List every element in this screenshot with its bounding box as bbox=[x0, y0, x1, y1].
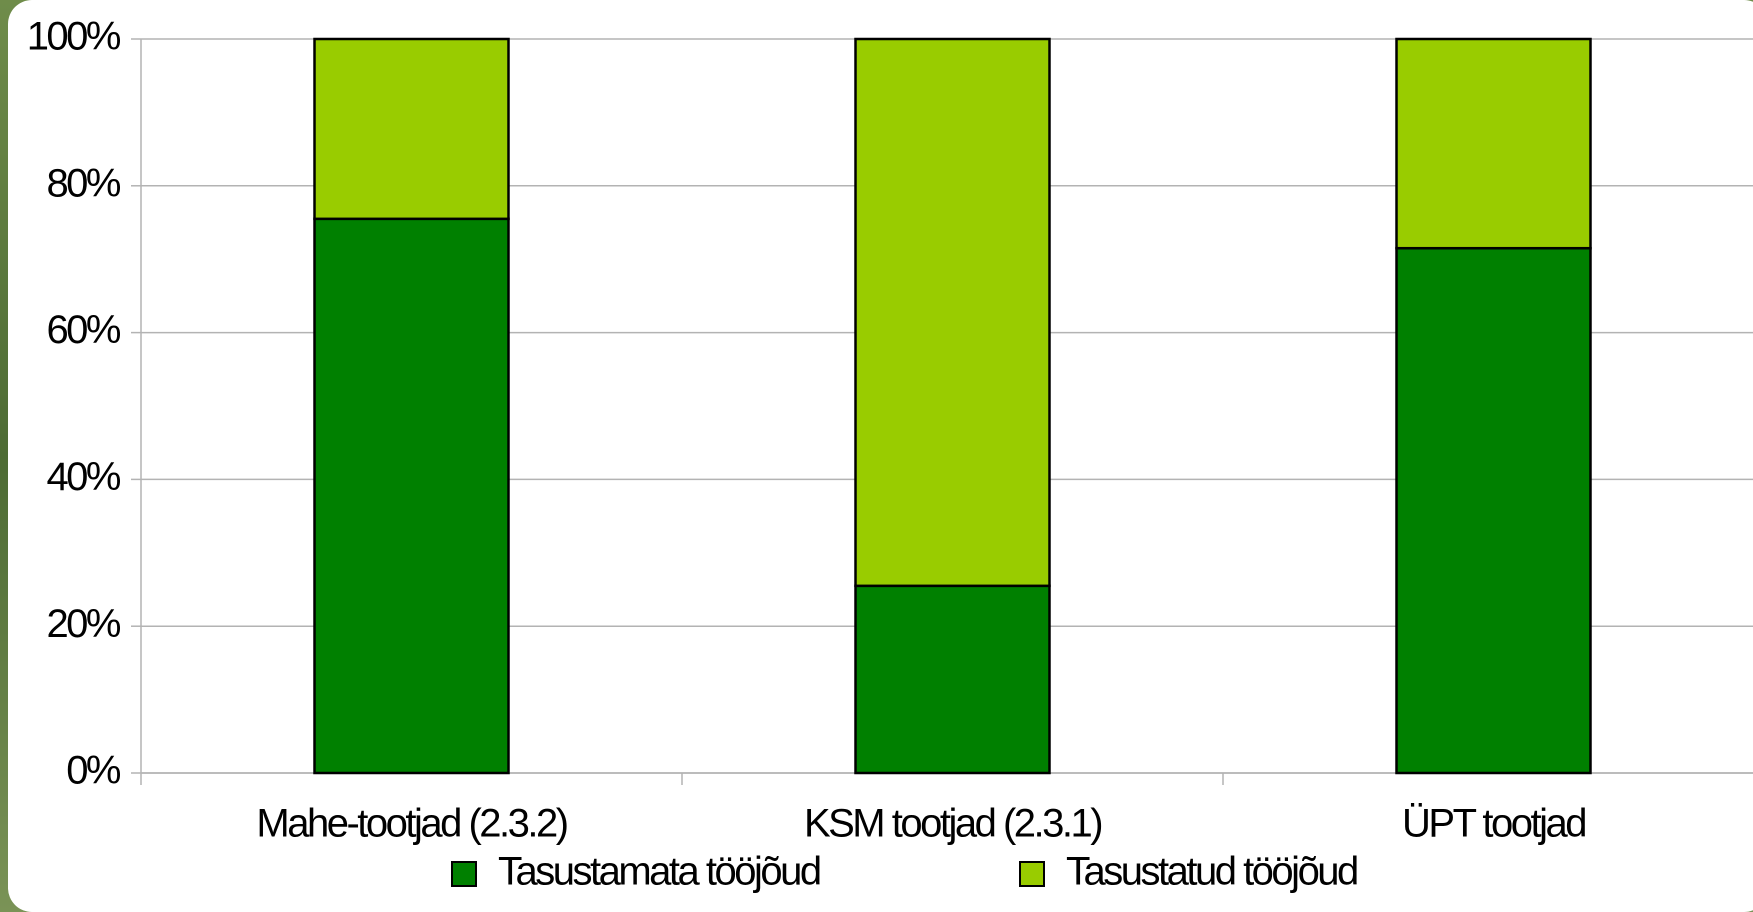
x-tick-label: ÜPT tootjad bbox=[1402, 802, 1585, 846]
x-tick-label: KSM tootjad (2.3.1) bbox=[804, 802, 1101, 846]
y-tick-label: 0% bbox=[66, 749, 121, 793]
y-tick-label: 80% bbox=[46, 161, 120, 205]
x-tick-label: Mahe-tootjad (2.3.2) bbox=[256, 802, 566, 846]
y-tick-label: 40% bbox=[46, 455, 120, 499]
bar-segment bbox=[313, 37, 510, 221]
legend-label: Tasustatud tööjõud bbox=[1066, 850, 1357, 894]
bar-segment bbox=[1395, 37, 1592, 250]
legend-swatch bbox=[451, 861, 477, 887]
bar-segment bbox=[854, 37, 1051, 588]
legend-swatch bbox=[1019, 861, 1045, 887]
y-tick-label: 100% bbox=[27, 15, 121, 59]
legend-label: Tasustamata tööjõud bbox=[498, 850, 820, 894]
bar-segment bbox=[313, 217, 510, 775]
bar-segment bbox=[854, 584, 1051, 775]
y-tick-label: 20% bbox=[46, 602, 120, 646]
y-tick-label: 60% bbox=[46, 308, 120, 352]
bar-segment bbox=[1395, 246, 1592, 775]
